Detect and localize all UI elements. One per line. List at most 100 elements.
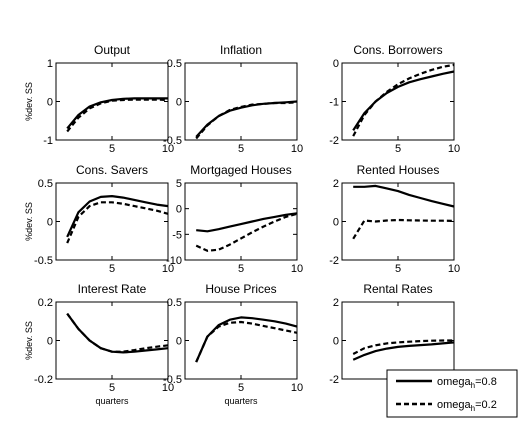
x-axis-label: quarters [95, 396, 129, 406]
y-tick-label: -0.5 [163, 374, 182, 386]
legend-entry-1: omegah=0.8 [437, 376, 497, 390]
series-line-omega-0-2 [66, 312, 169, 353]
y-tick-label: 0.5 [167, 297, 182, 309]
y-tick-label: -1 [329, 97, 339, 109]
x-tick-label: 10 [291, 382, 303, 394]
panel-title: Rental Rates [363, 282, 432, 296]
x-tick-label: 10 [291, 143, 303, 155]
series-line-omega-0-8 [352, 341, 455, 361]
series-line-omega-0-2 [66, 98, 169, 133]
y-tick-label: -1 [43, 135, 53, 147]
series-line-omega-0-8 [66, 195, 169, 238]
series-line-omega-0-2 [352, 339, 454, 355]
series-line-omega-0-2 [66, 201, 169, 244]
panel-cons-savers: Cons. Savers 0.5 0 -0.5 5 10 %dev. SS [24, 163, 174, 275]
y-tick-label: -10 [166, 255, 182, 267]
panel-rented-houses: Rented Houses 2 0 -2 5 10 [329, 163, 460, 275]
y-tick-label: 0 [47, 217, 53, 229]
legend-box [386, 369, 518, 418]
x-tick-label: 10 [448, 143, 460, 155]
y-tick-label: -0.2 [34, 374, 53, 386]
x-tick-label: 5 [395, 263, 401, 275]
x-tick-label: 5 [238, 382, 244, 394]
y-axis-label: %dev. SS [24, 202, 34, 241]
y-tick-label: -0.5 [163, 135, 182, 147]
series-line-omega-0-8 [66, 97, 168, 130]
axes-box [184, 301, 298, 380]
y-tick-label: 2 [333, 178, 339, 190]
y-tick-label: -5 [172, 229, 182, 241]
x-tick-label: 10 [291, 263, 303, 275]
y-tick-label: -2 [329, 135, 339, 147]
y-tick-label: 0 [333, 58, 339, 70]
series-line-omega-0-8 [353, 184, 455, 208]
axes-box [341, 301, 455, 380]
series-line-omega-0-2 [195, 212, 298, 252]
y-tick-label: 0.5 [167, 58, 182, 70]
y-tick-label: 0 [176, 204, 182, 216]
axes-box [55, 182, 169, 261]
y-tick-label: 0 [176, 97, 182, 109]
y-tick-label: -2 [329, 255, 339, 267]
y-tick-label: 1 [47, 58, 53, 70]
x-axis-label: quarters [224, 396, 258, 406]
series-line-omega-0-2 [195, 320, 298, 363]
panel-title: Cons. Savers [76, 163, 148, 177]
panel-interest-rate: Interest Rate 0.2 0 -0.2 5 10 %dev. SS quarters [24, 282, 174, 406]
series-line-omega-0-8 [196, 212, 298, 233]
panel-cons-borrowers: Cons. Borrowers 0 -1 -2 5 10 [329, 43, 460, 155]
y-tick-label: 0 [333, 336, 339, 348]
y-axis-label: %dev. SS [24, 321, 34, 360]
y-tick-label: 5 [176, 178, 182, 190]
y-tick-label: 0 [47, 336, 53, 348]
x-tick-label: 10 [448, 263, 460, 275]
legend-entry-2-suffix: =0.2 [475, 399, 497, 411]
panel-title: Rented Houses [357, 163, 440, 177]
x-tick-label: 10 [162, 143, 174, 155]
axes-box [184, 62, 298, 141]
legend-entry-2-subscript: h [471, 404, 475, 413]
x-tick-label: 10 [162, 382, 174, 394]
legend: omegah=0.8 omegah=0.2 [386, 369, 518, 418]
y-tick-label: -2 [329, 374, 339, 386]
panel-title: Cons. Borrowers [353, 43, 442, 57]
series-line-omega-0-2 [352, 63, 455, 137]
y-tick-label: 0 [176, 336, 182, 348]
panel-house-prices: House Prices 0.5 0 -0.5 5 10 quarters [163, 282, 303, 406]
axes-box [55, 62, 169, 141]
panel-title: House Prices [205, 282, 276, 296]
y-tick-label: 0.2 [38, 297, 53, 309]
y-tick-label: 0 [333, 217, 339, 229]
x-tick-label: 5 [238, 263, 244, 275]
y-tick-label: 2 [333, 297, 339, 309]
legend-entry-1-subscript: h [471, 381, 475, 390]
panel-title: Output [94, 43, 131, 57]
x-tick-label: 5 [109, 143, 115, 155]
y-tick-label: -0.5 [34, 255, 53, 267]
panel-inflation: Inflation 0.5 0 -0.5 5 10 [163, 43, 303, 155]
panel-title: Interest Rate [78, 282, 147, 296]
legend-entry-2: omegah=0.2 [437, 399, 497, 413]
y-axis-label: %dev. SS [24, 82, 34, 121]
legend-entry-1-suffix: =0.8 [475, 376, 497, 388]
x-tick-label: 5 [395, 143, 401, 155]
series-line-omega-0-2 [195, 101, 298, 140]
series-line-omega-0-8 [195, 316, 298, 363]
series-line-omega-0-2 [352, 218, 455, 240]
x-tick-label: 5 [238, 143, 244, 155]
y-tick-label: 0 [47, 97, 53, 109]
panel-title: Inflation [220, 43, 262, 57]
panel-mortgaged-houses: Mortgaged Houses 5 0 -5 -10 5 10 [166, 163, 303, 275]
axes-box [184, 182, 298, 261]
axes-box [55, 301, 169, 380]
series-line-omega-0-8 [195, 100, 298, 138]
legend-entry-1-label: omega [437, 376, 472, 388]
y-tick-label: 0.5 [38, 178, 53, 190]
x-tick-label: 5 [109, 263, 115, 275]
panel-title: Mortgaged Houses [190, 163, 291, 177]
x-tick-label: 5 [109, 382, 115, 394]
legend-entry-2-label: omega [437, 399, 472, 411]
